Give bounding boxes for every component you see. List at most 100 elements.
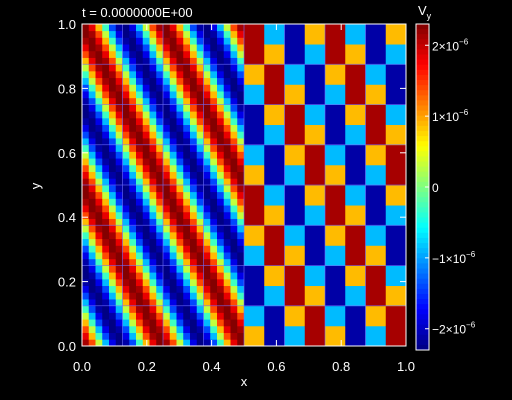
- heatmap-cell: [156, 70, 164, 79]
- colorbar-segment: [416, 227, 429, 234]
- heatmap-cell: [365, 144, 387, 166]
- heatmap-cell: [203, 211, 211, 219]
- heatmap-cell: [149, 57, 157, 65]
- heatmap-cell: [230, 218, 238, 226]
- heatmap-cell: [365, 285, 387, 307]
- heatmap-cell: [149, 211, 157, 219]
- heatmap-cell: [142, 117, 150, 126]
- heatmap-cell: [156, 305, 164, 313]
- heatmap-cell: [163, 37, 171, 45]
- heatmap-cell: [183, 70, 191, 79]
- heatmap-cell: [210, 319, 218, 327]
- heatmap-cell: [163, 111, 171, 119]
- heatmap-cell: [210, 70, 218, 79]
- colorbar-segment: [416, 263, 429, 269]
- heatmap-cell: [223, 252, 231, 260]
- heatmap-cell: [230, 305, 238, 313]
- heatmap-cell: [122, 305, 130, 313]
- heatmap-cell: [88, 171, 96, 179]
- heatmap-cell: [365, 325, 387, 347]
- colorbar-segment: [416, 268, 429, 275]
- heatmap-cell: [115, 131, 123, 139]
- heatmap-cell: [163, 164, 171, 172]
- heatmap-cell: [115, 205, 123, 213]
- heatmap-cell: [142, 238, 150, 246]
- heatmap-cell: [88, 312, 96, 320]
- heatmap-cell: [217, 339, 225, 347]
- heatmap-cell: [203, 104, 211, 112]
- y-tick-label: 1.0: [58, 17, 76, 32]
- heatmap-cell: [95, 285, 103, 293]
- heatmap-cell: [190, 252, 198, 260]
- heatmap-cell: [95, 138, 103, 146]
- heatmap-cell: [115, 151, 123, 159]
- heatmap-cell: [169, 30, 177, 38]
- heatmap-cell: [264, 225, 285, 246]
- colorbar-segment: [416, 181, 429, 188]
- colorbar-segment: [416, 283, 429, 290]
- heatmap-cell: [183, 238, 191, 246]
- heatmap-cell: [129, 332, 137, 340]
- heatmap-cell: [142, 319, 150, 327]
- heatmap-cell: [163, 84, 171, 92]
- colorbar-segment: [416, 24, 429, 30]
- heatmap-cell: [169, 285, 177, 293]
- heatmap-cell: [230, 77, 238, 85]
- colorbar-segment: [416, 39, 429, 45]
- heatmap-cell: [196, 292, 204, 300]
- heatmap-cell: [325, 185, 346, 206]
- heatmap-cell: [142, 164, 150, 172]
- heatmap-cell: [230, 91, 238, 99]
- heatmap-cell: [264, 124, 285, 146]
- heatmap-cell: [102, 339, 110, 347]
- heatmap-cell: [196, 30, 204, 38]
- heatmap-cell: [230, 124, 238, 132]
- heatmap-cell: [223, 97, 231, 105]
- y-tick-label: 0.8: [58, 81, 76, 96]
- heatmap-cell: [237, 158, 245, 166]
- heatmap-cell: [237, 171, 245, 179]
- heatmap-cell: [156, 91, 164, 99]
- heatmap-cell: [109, 138, 117, 146]
- heatmap-cell: [284, 24, 306, 45]
- heatmap-cell: [230, 37, 238, 45]
- heatmap-cell: [149, 231, 157, 240]
- heatmap-cell: [230, 238, 238, 246]
- heatmap-cell: [190, 151, 198, 159]
- heatmap-cell: [102, 77, 110, 85]
- heatmap-cell: [217, 97, 225, 105]
- heatmap-cell: [237, 319, 245, 327]
- heatmap-cell: [217, 84, 225, 92]
- heatmap-cell: [163, 211, 171, 219]
- heatmap-cell: [102, 211, 110, 219]
- heatmap-cell: [115, 185, 123, 193]
- heatmap-cell: [169, 70, 177, 79]
- heatmap-cell: [136, 178, 144, 186]
- heatmap-cell: [264, 305, 285, 327]
- heatmap-cell: [149, 285, 157, 293]
- heatmap-cell: [237, 24, 245, 32]
- heatmap-cell: [82, 178, 90, 186]
- heatmap-cell: [210, 245, 218, 253]
- heatmap-cell: [230, 285, 238, 293]
- heatmap-cell: [109, 84, 117, 92]
- heatmap-cell: [115, 299, 123, 307]
- heatmap-cell: [95, 218, 103, 226]
- heatmap-cell: [345, 325, 366, 347]
- heatmap-cell: [163, 231, 171, 240]
- heatmap-cell: [230, 245, 238, 253]
- heatmap-cell: [223, 64, 231, 72]
- heatmap-cell: [190, 30, 198, 38]
- heatmap-cell: [163, 312, 171, 320]
- heatmap-cell: [203, 77, 211, 85]
- heatmap-cell: [176, 91, 184, 99]
- heatmap-cell: [217, 124, 225, 132]
- heatmap-cell: [149, 185, 157, 193]
- heatmap-cell: [163, 57, 171, 65]
- heatmap-cell: [196, 37, 204, 45]
- heatmap-cell: [237, 332, 245, 340]
- heatmap-cell: [237, 84, 245, 92]
- heatmap-cell: [183, 164, 191, 172]
- heatmap-cell: [325, 265, 346, 287]
- heatmap-cell: [176, 218, 184, 226]
